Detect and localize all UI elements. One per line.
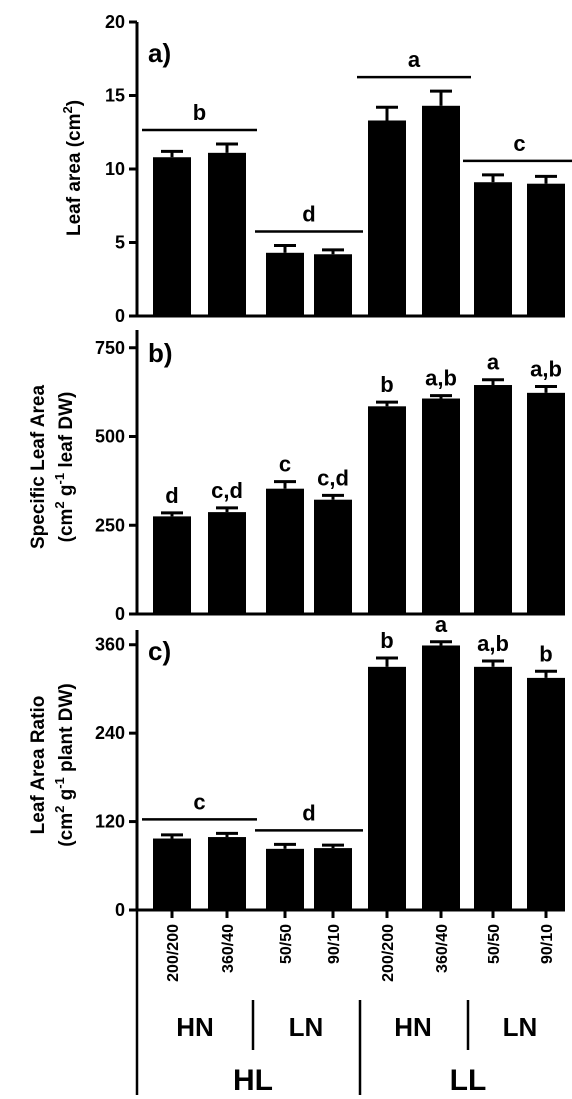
bar xyxy=(153,157,191,316)
bar xyxy=(266,252,304,316)
category-label: 50/50 xyxy=(278,924,295,964)
significance-label: b xyxy=(539,641,552,666)
significance-label: d xyxy=(302,800,315,825)
panel-c-ylabel-line1: Leaf Area Ratio xyxy=(28,696,49,835)
bar xyxy=(368,666,406,910)
y-tick-label: 15 xyxy=(105,86,125,106)
bar xyxy=(422,398,460,614)
panel-b-letter: b) xyxy=(148,338,173,368)
significance-label: a xyxy=(408,47,421,72)
category-label: 90/10 xyxy=(326,924,343,964)
significance-label: c,d xyxy=(317,465,349,490)
panel-b-plot: 0 250 500 750 d c,d c c,d b a,b a a,b xyxy=(95,330,565,624)
panel-a-ylabel: Leaf area (cm2) xyxy=(60,100,85,236)
bar xyxy=(153,838,191,910)
panel-b-ylabel-line1: Specific Leaf Area xyxy=(28,385,49,549)
y-tick-label: 0 xyxy=(115,900,125,920)
y-tick-label: 250 xyxy=(95,515,125,535)
significance-label: c xyxy=(193,789,205,814)
significance-label: b xyxy=(380,628,393,653)
bar xyxy=(474,385,512,614)
bar xyxy=(474,182,512,316)
bar xyxy=(527,392,565,614)
significance-label: a xyxy=(435,612,448,637)
y-tick-label: 5 xyxy=(115,233,125,253)
bar xyxy=(314,499,352,614)
nitrogen-group-label: HN xyxy=(176,1012,214,1042)
bar xyxy=(368,406,406,614)
significance-label: a,b xyxy=(530,356,562,381)
panel-a-letter: a) xyxy=(148,38,171,68)
significance-label: a,b xyxy=(425,366,457,391)
y-tick-label: 0 xyxy=(115,306,125,326)
category-label: 360/40 xyxy=(434,924,451,973)
bar xyxy=(474,666,512,910)
panel-a-plot: 0 5 10 15 20 b d a c xyxy=(105,12,572,326)
bar xyxy=(527,183,565,316)
significance-label: d xyxy=(302,201,315,226)
bar xyxy=(314,254,352,316)
light-group-label: LL xyxy=(450,1064,487,1097)
bar xyxy=(422,105,460,316)
y-tick-label: 20 xyxy=(105,12,125,32)
category-label: 360/40 xyxy=(220,924,237,973)
significance-label: a,b xyxy=(477,631,509,656)
bar xyxy=(208,837,246,910)
significance-label: a xyxy=(487,350,500,375)
panel-c-plot: 0 120 240 360 c d b a a,b b xyxy=(95,612,565,920)
bar xyxy=(208,512,246,614)
y-tick-label: 240 xyxy=(95,723,125,743)
panel-c-letter: c) xyxy=(148,636,171,666)
category-label: 90/10 xyxy=(539,924,556,964)
significance-label: c xyxy=(513,131,525,156)
significance-label: c,d xyxy=(211,478,243,503)
y-tick-label: 0 xyxy=(115,604,125,624)
bar xyxy=(208,152,246,316)
nitrogen-group-label: HN xyxy=(394,1012,432,1042)
panel-c-ylabel-line2: (cm2 g-1 plant DW) xyxy=(52,683,77,846)
bar xyxy=(314,848,352,910)
bar xyxy=(266,848,304,910)
panel-b: b) Specific Leaf Area (cm2 g-1 leaf DW) … xyxy=(28,330,565,624)
y-tick-label: 500 xyxy=(95,427,125,447)
bar xyxy=(153,516,191,614)
category-label: 200/200 xyxy=(165,924,182,982)
bar xyxy=(527,677,565,910)
bar xyxy=(266,488,304,614)
significance-label: c xyxy=(279,452,291,477)
x-axis-groups: 200/200 360/40 50/50 90/10 200/200 360/40 50/5… xyxy=(135,910,556,1097)
y-tick-label: 120 xyxy=(95,812,125,832)
y-tick-label: 10 xyxy=(105,159,125,179)
nitrogen-group-label: LN xyxy=(503,1012,538,1042)
nitrogen-group-label: LN xyxy=(289,1012,324,1042)
significance-label: b xyxy=(380,372,393,397)
bar xyxy=(368,120,406,317)
bar xyxy=(422,645,460,910)
y-tick-label: 360 xyxy=(95,635,125,655)
panel-a: a) Leaf area (cm2) 0 5 10 15 20 b d a c xyxy=(60,12,572,326)
category-label: 50/50 xyxy=(486,924,503,964)
category-label: 200/200 xyxy=(380,924,397,982)
significance-label: d xyxy=(165,483,178,508)
panel-b-ylabel-line2: (cm2 g-1 leaf DW) xyxy=(52,392,77,543)
significance-label: b xyxy=(193,100,206,125)
y-tick-label: 750 xyxy=(95,338,125,358)
panel-c: c) Leaf Area Ratio (cm2 g-1 plant DW) 0 1… xyxy=(28,612,565,920)
light-group-label: HL xyxy=(233,1064,273,1097)
